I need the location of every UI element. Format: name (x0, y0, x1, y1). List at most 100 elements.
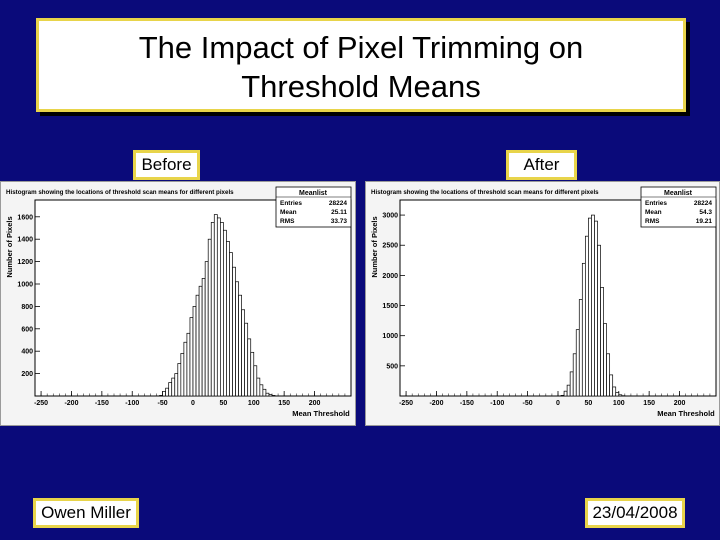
y-tick-label: 3000 (382, 213, 398, 220)
histogram-bin (569, 371, 574, 397)
x-tick-label: 200 (674, 400, 686, 407)
stats-box-frame (275, 186, 352, 228)
histogram-bin (213, 214, 218, 397)
x-tick-label: 200 (309, 400, 321, 407)
before-histogram-chart: Histogram showing the locations of thres… (5, 186, 352, 418)
histogram-bin (216, 217, 221, 397)
slide-title-line2: Threshold Means (241, 69, 481, 104)
histogram-bin (223, 229, 227, 397)
y-tick-label: 1500 (382, 303, 398, 310)
x-tick-label: 150 (643, 400, 655, 407)
histogram-bin (226, 241, 230, 397)
histogram-bin (250, 351, 255, 397)
histogram-bin (244, 322, 249, 397)
x-tick-label: -250 (34, 400, 48, 407)
y-tick-label: 1400 (17, 237, 33, 244)
x-tick-label: -200 (64, 400, 78, 407)
histogram-bin (268, 394, 273, 397)
histogram-bin (265, 392, 270, 397)
y-tick-label: 1600 (17, 214, 33, 221)
histogram-bin (241, 309, 246, 397)
stats-label: Entries (645, 200, 667, 207)
x-axis-label: Mean Threshold (292, 409, 350, 418)
stats-label: RMS (645, 218, 660, 225)
before-histogram-panel: Histogram showing the locations of thres… (0, 181, 356, 426)
stats-box-frame (640, 186, 717, 228)
histogram-bin (600, 287, 604, 397)
x-tick-label: -150 (95, 400, 109, 407)
histogram-bin (606, 353, 611, 397)
histogram-bin (609, 374, 614, 397)
stats-name: Meanlist (299, 190, 328, 197)
histogram-bin (566, 384, 571, 397)
x-tick-label: -250 (399, 400, 413, 407)
x-tick-label: 150 (278, 400, 290, 407)
stats-label: RMS (280, 218, 295, 225)
histogram-bin (183, 341, 188, 397)
after-histogram-chart: Histogram showing the locations of thres… (370, 186, 717, 418)
histogram-bin (195, 294, 200, 397)
y-tick-label: 500 (386, 363, 398, 370)
stats-label: Mean (645, 209, 662, 216)
x-tick-label: -200 (429, 400, 443, 407)
histogram-bin (235, 281, 239, 397)
histogram-bin (207, 238, 212, 397)
histogram-bin (591, 214, 595, 397)
histogram-bin (262, 388, 267, 397)
stats-box: Meanlist Entries 28224 Mean 25.11 RMS 33.73 (275, 186, 352, 228)
x-axis-label: Mean Threshold (657, 409, 715, 418)
x-tick-label: -50 (523, 400, 533, 407)
histogram-bin (171, 377, 176, 397)
x-tick-label: 0 (191, 400, 195, 407)
stats-value: 28224 (329, 200, 347, 207)
stats-label: Mean (280, 209, 297, 216)
before-label: Before (133, 150, 200, 180)
title-box: The Impact of Pixel Trimming on Threshol… (36, 18, 686, 112)
histogram-bin (256, 377, 261, 397)
y-tick-label: 400 (21, 349, 33, 356)
y-tick-label: 2000 (382, 273, 398, 280)
histogram-bin (612, 386, 617, 397)
after-histogram-panel: Histogram showing the locations of thres… (365, 181, 720, 426)
histogram-bin (603, 323, 607, 397)
histogram-title: Histogram showing the locations of thres… (6, 189, 234, 196)
y-axis-label: Number of Pixels (370, 216, 379, 277)
histogram-bin (572, 353, 577, 397)
histogram-bins (560, 214, 626, 397)
x-tick-label: -50 (158, 400, 168, 407)
histogram-bin (232, 266, 236, 397)
histogram-bin (198, 285, 203, 397)
histogram-bin (174, 373, 179, 397)
histogram-bin (597, 244, 601, 397)
histogram-bin (271, 395, 276, 397)
x-tick-label: -100 (125, 400, 139, 407)
histogram-bin (229, 252, 233, 397)
slide-title-line1: The Impact of Pixel Trimming on (138, 30, 584, 65)
y-tick-label: 1000 (17, 282, 33, 289)
histogram-bin (594, 220, 598, 397)
stats-value: 28224 (694, 200, 712, 207)
after-label: After (506, 150, 577, 180)
histogram-bins (159, 214, 276, 397)
x-tick-label: 50 (219, 400, 227, 407)
histogram-bin (584, 235, 589, 397)
stats-value: 25.11 (331, 209, 347, 216)
histogram-bin (192, 306, 197, 397)
histogram-bin (575, 329, 580, 397)
histogram-bin (259, 384, 264, 397)
histogram-bin (159, 395, 163, 397)
histogram-bin (204, 261, 209, 397)
x-tick-label: -150 (460, 400, 474, 407)
histogram-bin (618, 394, 623, 397)
histogram-bin (177, 363, 182, 397)
histogram-bin (581, 262, 586, 397)
histogram-bin (180, 353, 185, 397)
y-tick-label: 2500 (382, 243, 398, 250)
histogram-bin (615, 392, 620, 397)
histogram-title: Histogram showing the locations of thres… (371, 189, 599, 196)
y-tick-label: 800 (21, 304, 33, 311)
x-tick-label: 100 (613, 400, 625, 407)
stats-name: Meanlist (664, 190, 693, 197)
y-tick-label: 1200 (17, 259, 33, 266)
presentation-date: 23/04/2008 (585, 498, 685, 528)
